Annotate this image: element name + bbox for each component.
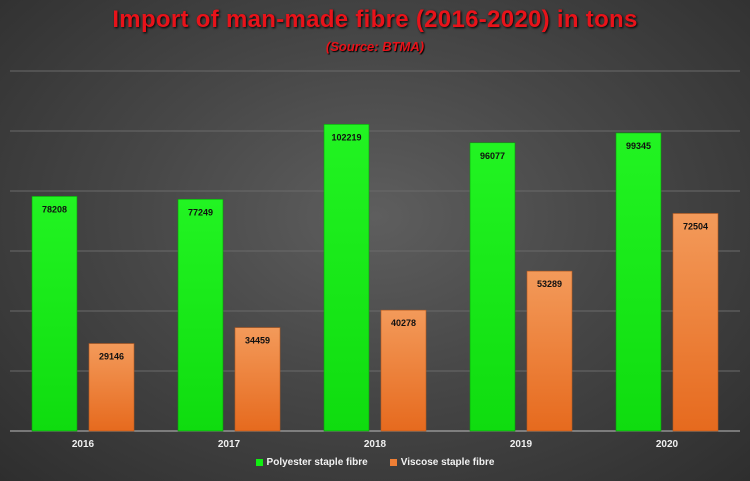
bar-polyester-2016: [31, 196, 78, 432]
bar-polyester-2017: [177, 198, 224, 432]
x-tick-label-2017: 2017: [218, 439, 241, 450]
legend-label-polyester: Polyester staple fibre: [266, 457, 368, 468]
legend-item-polyester: Polyester staple fibre: [255, 457, 368, 468]
bar-viscose-2018: [380, 309, 427, 432]
x-tick-label-2019: 2019: [510, 439, 533, 450]
x-tick-label-2018: 2018: [364, 439, 387, 450]
data-label-viscose-2017: 34459: [245, 336, 270, 346]
x-tick-labels: 2016 2017 2018 2019 2020: [72, 439, 679, 450]
data-label-viscose-2020: 72504: [683, 221, 708, 231]
bar-polyester-2018: [323, 124, 370, 432]
x-tick-label-2016: 2016: [72, 439, 95, 450]
data-labels: 78208 29146 77249 34459 102219 40278 96077 5328…: [42, 132, 708, 361]
legend-swatch-viscose: [389, 459, 397, 466]
data-label-polyester-2020: 99345: [626, 141, 651, 151]
chart-title: Import of man-made fibre (2016-2020) in …: [112, 6, 638, 33]
data-label-polyester-2019: 96077: [480, 151, 505, 161]
legend: Polyester staple fibre Viscose staple fi…: [0, 457, 750, 468]
bar-viscose-2017: [234, 327, 281, 432]
data-label-polyester-2018: 102219: [331, 132, 361, 142]
legend-swatch-polyester: [255, 459, 263, 466]
legend-item-viscose: Viscose staple fibre: [389, 457, 495, 468]
data-label-polyester-2017: 77249: [188, 207, 213, 217]
bars: [31, 124, 719, 432]
data-label-viscose-2018: 40278: [391, 318, 416, 328]
chart-subtitle: (Source: BTMA): [325, 39, 425, 54]
bar-polyester-2019: [469, 142, 516, 432]
legend-label-viscose: Viscose staple fibre: [400, 457, 495, 468]
bar-polyester-2020: [615, 132, 662, 432]
bar-viscose-2016: [88, 343, 135, 432]
data-label-viscose-2016: 29146: [99, 352, 124, 362]
data-label-polyester-2016: 78208: [42, 204, 67, 214]
x-tick-label-2020: 2020: [656, 439, 679, 450]
bar-viscose-2019: [526, 270, 573, 432]
data-label-viscose-2019: 53289: [537, 279, 562, 289]
bar-viscose-2020: [672, 213, 719, 432]
